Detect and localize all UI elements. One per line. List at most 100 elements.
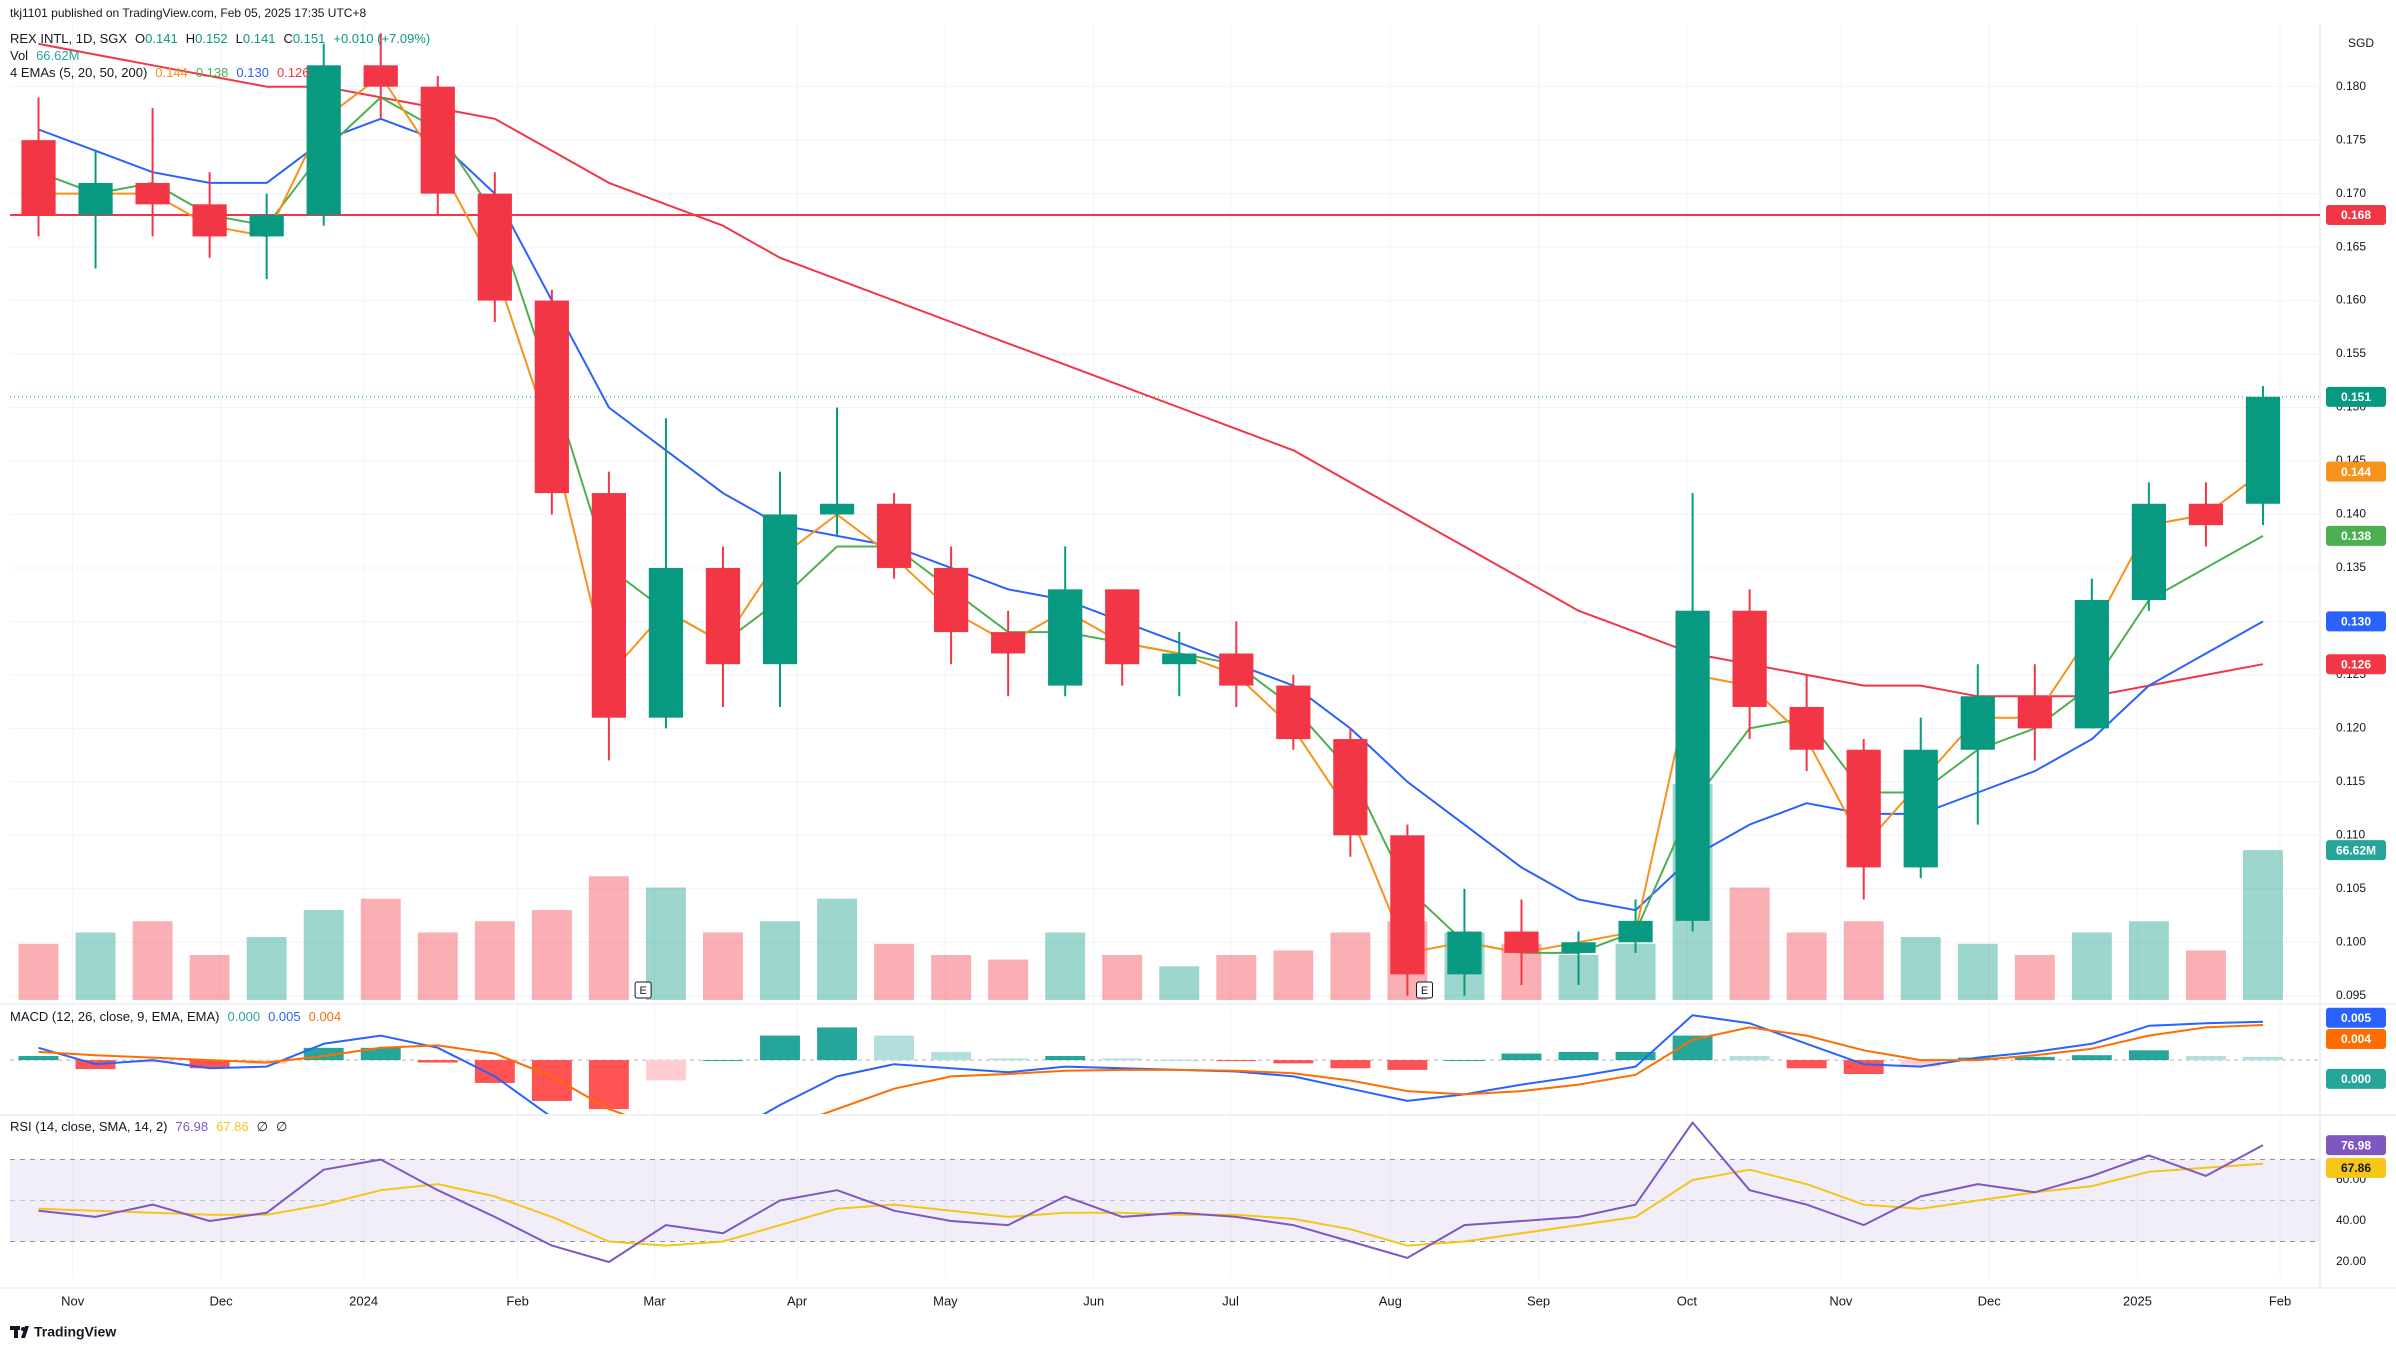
volume-bar [1273,950,1314,1000]
candle-body [1960,696,1995,750]
candle-body [135,182,170,205]
macd-histogram-bar [1444,1060,1485,1062]
legend-value: ∅ [276,1119,287,1134]
y-tick-label: 0.105 [2336,881,2366,895]
axis-badge-label: 66.62M [2336,843,2376,857]
x-tick-label: Nov [61,1293,85,1308]
earnings-label: E [639,985,646,997]
candle-body [1903,749,1938,868]
candle-body [1447,931,1482,975]
legend-value: 0.130 [236,65,269,80]
volume-bar [1045,932,1086,1000]
macd-histogram-bar [1330,1060,1371,1069]
macd-histogram-bar [2071,1055,2112,1061]
candle-body [1105,589,1140,665]
axis-badge-label: 0.138 [2341,529,2371,543]
x-tick-label: Nov [1829,1293,1853,1308]
header: tkj1101 published on TradingView.com, Fe… [10,6,366,20]
candle-body [1504,931,1539,953]
axis-badge [2326,525,2386,546]
volume-bar [75,932,116,1000]
axis-badge [2326,1157,2386,1178]
legend-value: 66.62M [36,48,79,63]
volume-bar [817,898,857,1000]
macd-histogram-bar [531,1060,572,1101]
candle-body [705,567,741,665]
volume-bar [1729,887,1770,1000]
y-tick-label: 0.175 [2336,132,2366,146]
volume-bar [18,943,59,1000]
legend-key: H [186,31,195,46]
volume-bar [417,932,458,1000]
rsi-band [10,1159,2320,1242]
candle-body [21,140,56,216]
candle-body [1333,739,1368,836]
volume-bar [189,955,230,1000]
x-tick-label: Apr [787,1293,808,1308]
candle-body [306,65,341,216]
rsi-tick-label: 40.00 [2336,1213,2366,1227]
volume-bar [1330,932,1371,1000]
y-tick-label: 0.180 [2336,79,2366,93]
candle-body [1846,749,1881,868]
volume-bar [303,910,344,1000]
macd-histogram-bar [18,1056,59,1061]
y-tick-label: 0.135 [2336,560,2366,574]
volume-bar [988,959,1029,1000]
candle-body [534,300,569,494]
macd-histogram-bar [817,1027,857,1061]
macd-histogram-bar [1957,1057,1998,1061]
candle-body [1675,610,1710,921]
legend-value: 0.144 [155,65,188,80]
legend: REX INTL, 1D, SGX O0.141 H0.152 L0.141 C0.15… [10,31,430,46]
legend-title: REX INTL, 1D, SGX [10,31,127,46]
x-tick-label: Dec [209,1293,233,1308]
volume-bar [2071,932,2112,1000]
y-tick-label: 0.120 [2336,721,2366,735]
y-tick-label: 0.110 [2336,827,2365,841]
volume-bar [645,887,686,1000]
x-tick-label: Aug [1379,1293,1402,1308]
legend-title: Vol [10,48,28,63]
volume-bar [588,876,629,1000]
candle-body [2017,696,2052,729]
axis-badge-label: 0.000 [2341,1072,2371,1086]
candle-body [2074,600,2109,729]
rsi-line [38,1121,2264,1263]
macd-histogram-bar [360,1047,401,1061]
macd-histogram-bar [703,1060,743,1062]
candle-body [1561,942,1596,953]
macd-histogram-bar [645,1060,686,1081]
y-tick-label: 0.115 [2336,774,2365,788]
axis-badge [2326,205,2386,226]
x-tick-label: Oct [1677,1293,1698,1308]
macd-histogram-bar [1102,1058,1143,1061]
candle-body [477,193,512,301]
x-tick-label: Jun [1083,1293,1104,1308]
legend: 4 EMAs (5, 20, 50, 200) 0.144 0.138 0.130 0.… [10,65,309,80]
footer-logo [10,1326,29,1338]
axis-badge-label: 0.144 [2341,465,2371,479]
candle-body [1276,685,1311,740]
axis-badge-label: 0.005 [2341,1011,2371,1025]
x-tick-label: Mar [643,1293,666,1308]
volume-bar [2243,850,2283,1000]
macd-histogram-bar [474,1060,515,1083]
x-tick-label: 2024 [349,1293,378,1308]
axis-badge [2326,1028,2386,1049]
volume-bar [1102,955,1143,1000]
y-tick-label: 0.140 [2336,507,2366,521]
candle-body [1618,920,1653,943]
legend-value: 0.126 [277,65,310,80]
x-tick-label: 2025 [2123,1293,2152,1308]
ema-line [38,42,2264,698]
macd-histogram-bar [1501,1053,1542,1061]
candle-body [934,567,969,633]
macd-histogram-bar [760,1035,800,1061]
macd-histogram-bar [1159,1060,1200,1062]
macd-histogram-bar [1273,1060,1314,1064]
candle-body [249,215,284,237]
macd-histogram-bar [1900,1060,1941,1067]
macd-histogram-bar [874,1035,915,1061]
volume-bar [132,921,173,1000]
